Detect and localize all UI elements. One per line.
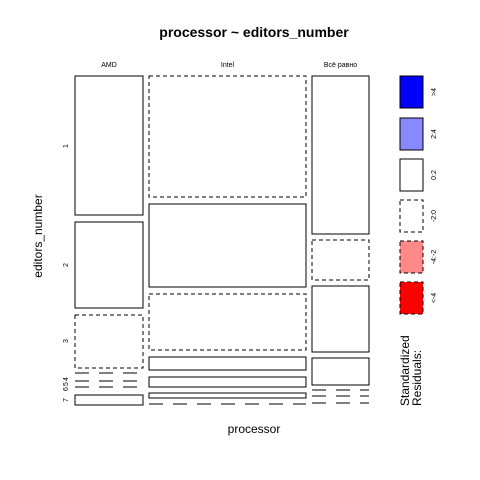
legend-label-5: <-4: [431, 293, 438, 303]
mosaic-tile-1-3: [149, 357, 306, 370]
legend-swatch-0: [400, 76, 423, 108]
mosaic-tile-1-4: [149, 377, 306, 387]
column-labels: AMD Intel Всё равно: [101, 62, 357, 69]
mosaic-tile-0-1: [75, 222, 143, 308]
row-label-0: 1: [63, 144, 70, 148]
mosaic-tile-2-2: [312, 286, 369, 352]
legend-label-2: 0:2: [431, 170, 438, 180]
row-label-6: 7: [63, 398, 70, 402]
legend-swatch-1: [400, 118, 423, 150]
mosaic-tile-1-5: [149, 393, 306, 398]
mosaic-tiles: [75, 76, 369, 405]
legend-label-1: 2:4: [431, 129, 438, 139]
column-label-0: AMD: [101, 62, 117, 69]
row-label-5: 6: [63, 387, 70, 391]
mosaic-tile-1-0: [149, 76, 306, 197]
column-label-1: Intel: [221, 62, 235, 69]
legend-swatch-4: [400, 241, 423, 273]
row-labels: 1 2 3 456 7: [63, 144, 70, 402]
row-label-2: 3: [63, 339, 70, 343]
legend-swatch-2: [400, 159, 423, 191]
legend-label-4: -4:-2: [431, 250, 438, 265]
mosaic-tile-1-1: [149, 204, 306, 287]
mosaic-tile-1-2: [149, 294, 306, 350]
mosaic-tile-2-1: [312, 240, 369, 280]
mosaic-tile-0-6: [75, 395, 143, 405]
legend-swatch-3: [400, 200, 423, 232]
mosaic-tile-2-0: [312, 76, 369, 234]
row-label-3: 4: [63, 377, 70, 381]
row-label-4: 5: [63, 382, 70, 386]
mosaic-tile-0-2: [75, 315, 143, 368]
chart-title: processor ~ editors_number: [159, 24, 349, 40]
residuals-legend: >42:40:2-2:0-4:-2<-4StandardizedResidual…: [398, 76, 438, 406]
legend-title-line-1: Residuals:: [410, 350, 424, 406]
y-axis-label: editors_number: [31, 194, 45, 277]
row-label-1: 2: [63, 263, 70, 267]
mosaic-tile-0-0: [75, 76, 143, 215]
x-axis-label: processor: [228, 422, 281, 436]
legend-label-3: -2:0: [431, 210, 438, 222]
legend-label-0: >4: [431, 88, 438, 96]
legend-swatch-5: [400, 282, 423, 314]
column-label-2: Всё равно: [324, 62, 357, 69]
mosaic-tile-2-3: [312, 358, 369, 385]
